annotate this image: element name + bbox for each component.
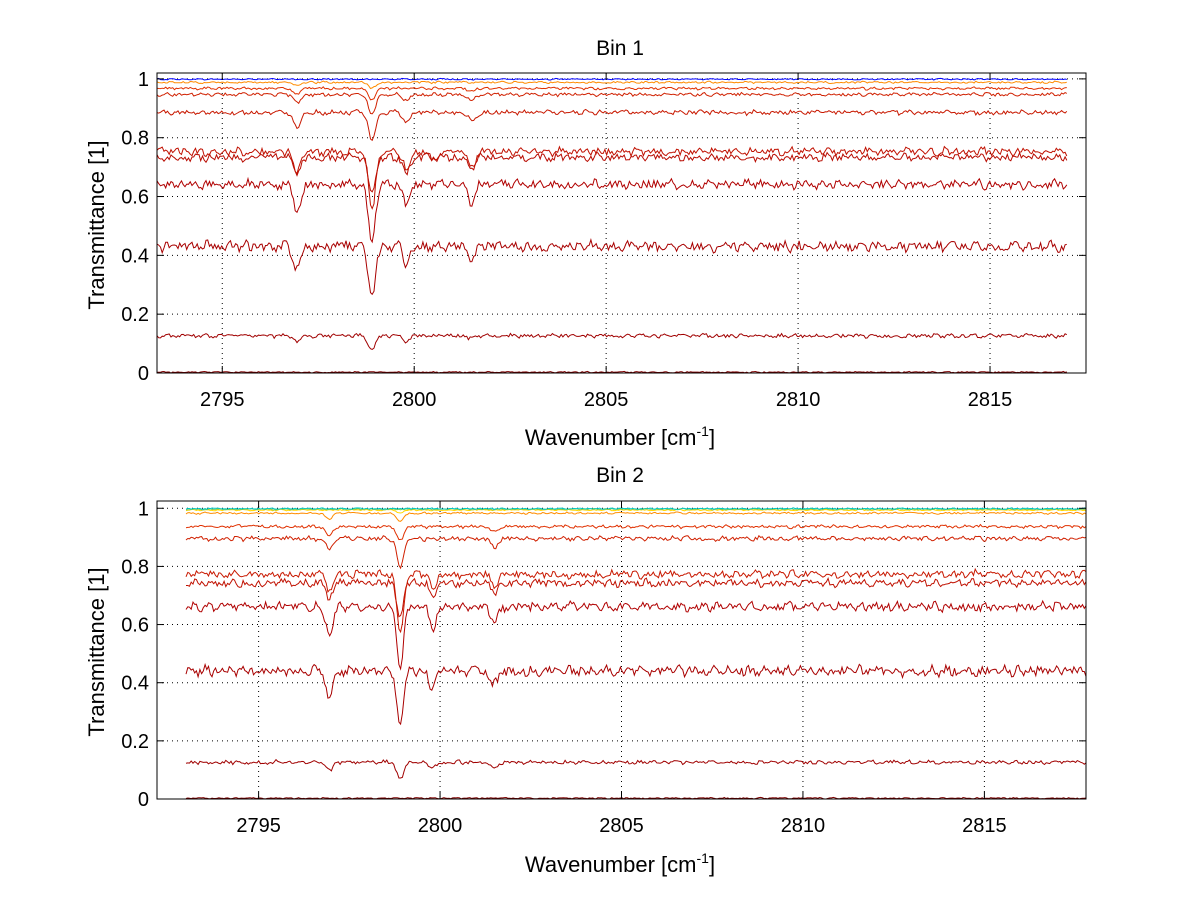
series-line-trace-4 [185, 511, 1086, 522]
chart-panel-bin-1: Bin 1 2795 2800 2805 2810 2815 0 0.2 0.4 0.6 0.8 1… [84, 37, 1087, 450]
axes-frame [156, 72, 1087, 374]
chart-panel-bin-2: Bin 2 2795 2800 2805 2810 2815 0 0.2 0.4 0.6 0.8 1… [84, 464, 1087, 877]
x-tick-label: 2810 [776, 389, 821, 411]
x-tick-label: 2805 [599, 815, 644, 837]
series-line-trace-9 [157, 237, 1067, 296]
series-line-trace-3 [185, 508, 1086, 514]
ticks: 2795 2800 2805 2810 2815 0 0.2 0.4 0.6 0.8 1 [121, 69, 1086, 411]
series-line-trace-1 [185, 507, 1086, 510]
grid [157, 73, 1086, 374]
series-line-trace-11 [157, 370, 1067, 374]
y-tick-label: 0.4 [121, 245, 149, 267]
x-tick-label: 2800 [392, 389, 437, 411]
y-tick-label: 0.4 [121, 673, 149, 695]
x-axis-label-main: Wavenumber [cm [525, 425, 697, 450]
x-axis-label-main: Wavenumber [cm [525, 852, 697, 877]
x-tick-label: 2810 [781, 815, 826, 837]
series-line-trace-5 [185, 523, 1086, 541]
series-line-trace-9 [185, 599, 1086, 671]
x-axis-label: Wavenumber [cm-1] [525, 850, 715, 877]
series-line-trace-7 [157, 151, 1068, 193]
series-line-trace-6 [185, 534, 1086, 570]
x-tick-label: 2795 [236, 815, 281, 837]
y-axis-label: Transmittance [1] [84, 567, 109, 736]
y-axis-label: Transmittance [1] [84, 140, 109, 309]
y-tick-label: 0.6 [121, 187, 149, 209]
y-tick-label: 0.2 [121, 731, 149, 753]
series-line-trace-2 [157, 80, 1067, 90]
x-axis-label: Wavenumber [cm-1] [525, 423, 715, 450]
series-line-trace-7 [185, 567, 1086, 634]
x-axis-label-tail: ] [709, 425, 715, 450]
x-tick-label: 2815 [962, 815, 1007, 837]
x-axis-label-tail: ] [709, 852, 715, 877]
chart-title: Bin 1 [596, 37, 644, 60]
x-tick-label: 2800 [418, 815, 463, 837]
x-axis-label-superscript: -1 [697, 423, 710, 439]
series-line-trace-11 [185, 758, 1086, 779]
series-line-trace-1 [157, 77, 1067, 81]
series-line-trace-3 [157, 86, 1067, 101]
y-tick-label: 1 [138, 69, 149, 91]
series-line-trace-10 [157, 332, 1068, 350]
y-tick-label: 0 [138, 789, 149, 811]
plot-area [185, 507, 1086, 800]
y-tick-label: 1 [138, 498, 149, 520]
y-tick-label: 0.2 [121, 304, 149, 326]
series-line-trace-8 [186, 576, 1086, 618]
series-line-trace-4 [157, 91, 1068, 115]
y-tick-label: 0.8 [121, 128, 149, 150]
y-tick-label: 0.6 [121, 615, 149, 637]
chart-title: Bin 2 [596, 464, 644, 487]
y-tick-label: 0 [138, 363, 149, 385]
series-line-trace-6 [157, 145, 1068, 210]
series-line-trace-10 [185, 662, 1086, 726]
plot-area [157, 77, 1068, 374]
x-axis-label-superscript: -1 [697, 850, 710, 866]
y-tick-label: 0.8 [121, 556, 149, 578]
x-tick-label: 2805 [584, 389, 629, 411]
series-line-trace-8 [157, 176, 1068, 244]
ticks: 2795 2800 2805 2810 2815 0 0.2 0.4 0.6 0.8 1 [121, 498, 1086, 837]
series-line-trace-5 [157, 108, 1068, 142]
x-tick-label: 2815 [968, 389, 1013, 411]
x-tick-label: 2795 [200, 389, 245, 411]
